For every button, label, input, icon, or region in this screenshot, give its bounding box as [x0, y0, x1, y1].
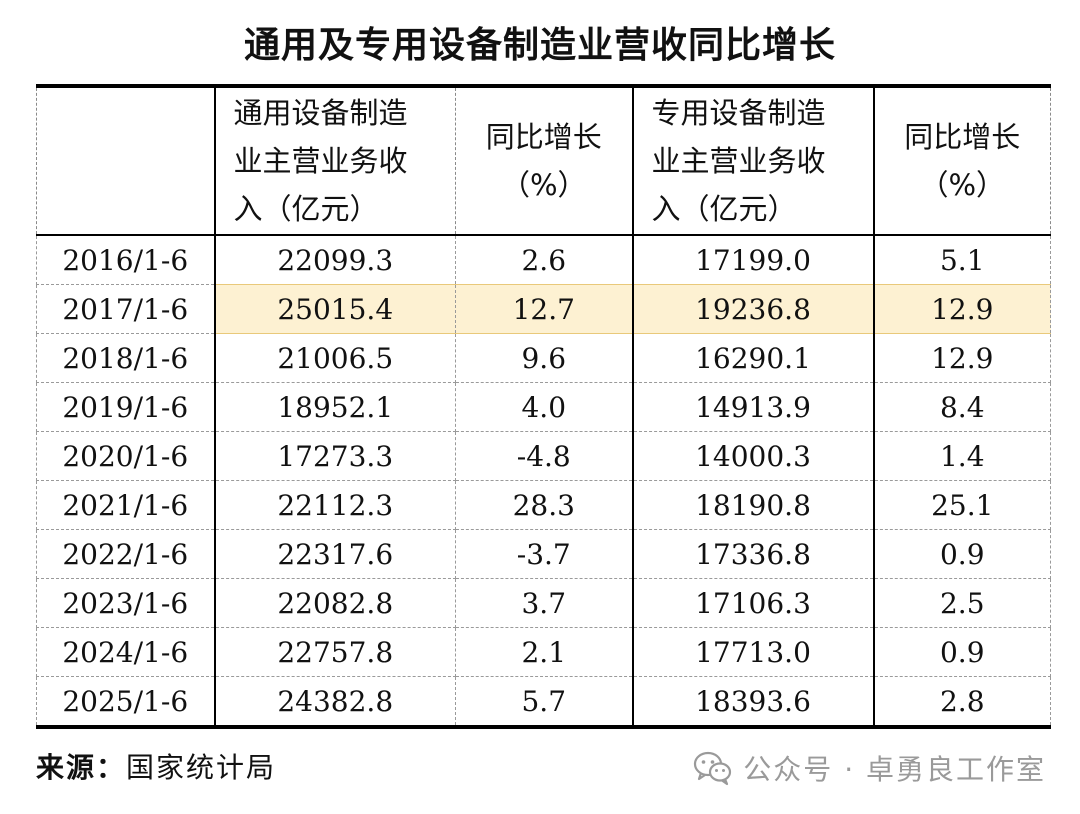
general-growth-cell: -3.7: [455, 529, 633, 579]
special-revenue-cell: 18190.8: [631, 480, 874, 530]
table-row: 2016/1-6 22099.3 2.6 17199.0 5.1: [36, 235, 1051, 285]
general-growth-cell: 12.7: [455, 284, 633, 334]
revenue-growth-table: 通用设备制造 业主营业务收 入（亿元） 同比增长 （%） 专用设备制造 业主营业…: [36, 84, 1051, 729]
special-revenue-cell: 17106.3: [631, 578, 874, 628]
table-row: 2022/1-6 22317.6 -3.7 17336.8 0.9: [36, 529, 1051, 579]
general-revenue-cell: 18952.1: [213, 382, 456, 432]
special-growth-cell: 2.5: [872, 578, 1051, 628]
header-line: （%）: [919, 168, 1006, 202]
period-cell: 2019/1-6: [36, 382, 215, 432]
header-line: 入（亿元）: [651, 192, 797, 226]
general-revenue-cell: 22112.3: [213, 480, 456, 530]
header-line: （%）: [500, 168, 587, 202]
header-line: 业主营业务收: [651, 144, 826, 178]
header-cell-period: [36, 86, 215, 236]
header-cell-special-revenue: 专用设备制造 业主营业务收 入（亿元）: [631, 86, 874, 236]
header-cell-general-growth: 同比增长 （%）: [455, 86, 633, 236]
special-revenue-cell: 18393.6: [631, 676, 874, 727]
special-growth-cell: 8.4: [872, 382, 1051, 432]
header-line: 通用设备制造: [233, 96, 408, 130]
period-cell: 2025/1-6: [36, 676, 215, 727]
special-growth-cell: 25.1: [872, 480, 1051, 530]
table-body: 2016/1-6 22099.3 2.6 17199.0 5.1 2017/1-…: [36, 235, 1051, 727]
source-value: 国家统计局: [126, 751, 277, 784]
table-row: 2018/1-6 21006.5 9.6 16290.1 12.9: [36, 333, 1051, 383]
general-growth-cell: 4.0: [455, 382, 633, 432]
watermark: 公众号 · 卓勇良工作室: [693, 748, 1046, 788]
general-growth-cell: 2.1: [455, 627, 633, 677]
period-cell: 2024/1-6: [36, 627, 215, 677]
source-label: 来源：: [36, 751, 127, 784]
table-row: 2020/1-6 17273.3 -4.8 14000.3 1.4: [36, 431, 1051, 481]
header-line: 同比增长: [485, 120, 602, 154]
table-row: 2025/1-6 24382.8 5.7 18393.6 2.8: [36, 676, 1051, 727]
period-cell: 2023/1-6: [36, 578, 215, 628]
special-revenue-cell: 14000.3: [631, 431, 874, 481]
header-line: 同比增长: [904, 120, 1021, 154]
period-cell: 2018/1-6: [36, 333, 215, 383]
general-revenue-cell: 17273.3: [213, 431, 456, 481]
header-line: 业主营业务收: [233, 144, 408, 178]
general-growth-cell: 3.7: [455, 578, 633, 628]
wechat-icon: [694, 751, 732, 786]
header-line: 入（亿元）: [233, 192, 379, 226]
general-revenue-cell: 22082.8: [213, 578, 456, 628]
period-cell: 2017/1-6: [36, 284, 215, 334]
header-cell-general-revenue: 通用设备制造 业主营业务收 入（亿元）: [213, 86, 456, 236]
special-revenue-cell: 17199.0: [631, 235, 874, 285]
special-growth-cell: 5.1: [872, 235, 1051, 285]
watermark-text: 公众号 · 卓勇良工作室: [743, 753, 1046, 786]
special-growth-cell: 12.9: [872, 284, 1051, 334]
period-cell: 2016/1-6: [36, 235, 215, 285]
general-growth-cell: 9.6: [455, 333, 633, 383]
general-revenue-cell: 22757.8: [213, 627, 456, 677]
special-growth-cell: 0.9: [872, 529, 1051, 579]
special-revenue-cell: 19236.8: [631, 284, 874, 334]
special-growth-cell: 1.4: [872, 431, 1051, 481]
table-row: 2021/1-6 22112.3 28.3 18190.8 25.1: [36, 480, 1051, 530]
special-revenue-cell: 16290.1: [631, 333, 874, 383]
general-growth-cell: 5.7: [455, 676, 633, 727]
data-table-container: 通用设备制造 业主营业务收 入（亿元） 同比增长 （%） 专用设备制造 业主营业…: [36, 84, 1051, 729]
general-revenue-cell: 21006.5: [213, 333, 456, 383]
period-cell: 2022/1-6: [36, 529, 215, 579]
general-revenue-cell: 22099.3: [213, 235, 456, 285]
table-row: 2019/1-6 18952.1 4.0 14913.9 8.4: [36, 382, 1051, 432]
special-growth-cell: 0.9: [872, 627, 1051, 677]
special-revenue-cell: 17713.0: [631, 627, 874, 677]
table-row: 2023/1-6 22082.8 3.7 17106.3 2.5: [36, 578, 1051, 628]
header-line: 专用设备制造: [651, 96, 826, 130]
header-cell-special-growth: 同比增长 （%）: [872, 86, 1051, 236]
table-row-highlighted: 2017/1-6 25015.4 12.7 19236.8 12.9: [36, 284, 1051, 334]
source-note: 来源：国家统计局: [36, 746, 276, 786]
general-growth-cell: -4.8: [455, 431, 633, 481]
table-header-row: 通用设备制造 业主营业务收 入（亿元） 同比增长 （%） 专用设备制造 业主营业…: [36, 86, 1051, 236]
special-revenue-cell: 17336.8: [631, 529, 874, 579]
general-growth-cell: 28.3: [455, 480, 633, 530]
general-revenue-cell: 25015.4: [213, 284, 456, 334]
special-revenue-cell: 14913.9: [631, 382, 874, 432]
period-cell: 2020/1-6: [36, 431, 215, 481]
page-title: 通用及专用设备制造业营收同比增长: [243, 25, 836, 66]
general-growth-cell: 2.6: [455, 235, 633, 285]
special-growth-cell: 2.8: [872, 676, 1051, 727]
table-row: 2024/1-6 22757.8 2.1 17713.0 0.9: [36, 627, 1051, 677]
special-growth-cell: 12.9: [872, 333, 1051, 383]
period-cell: 2021/1-6: [36, 480, 215, 530]
general-revenue-cell: 24382.8: [213, 676, 456, 727]
general-revenue-cell: 22317.6: [213, 529, 456, 579]
